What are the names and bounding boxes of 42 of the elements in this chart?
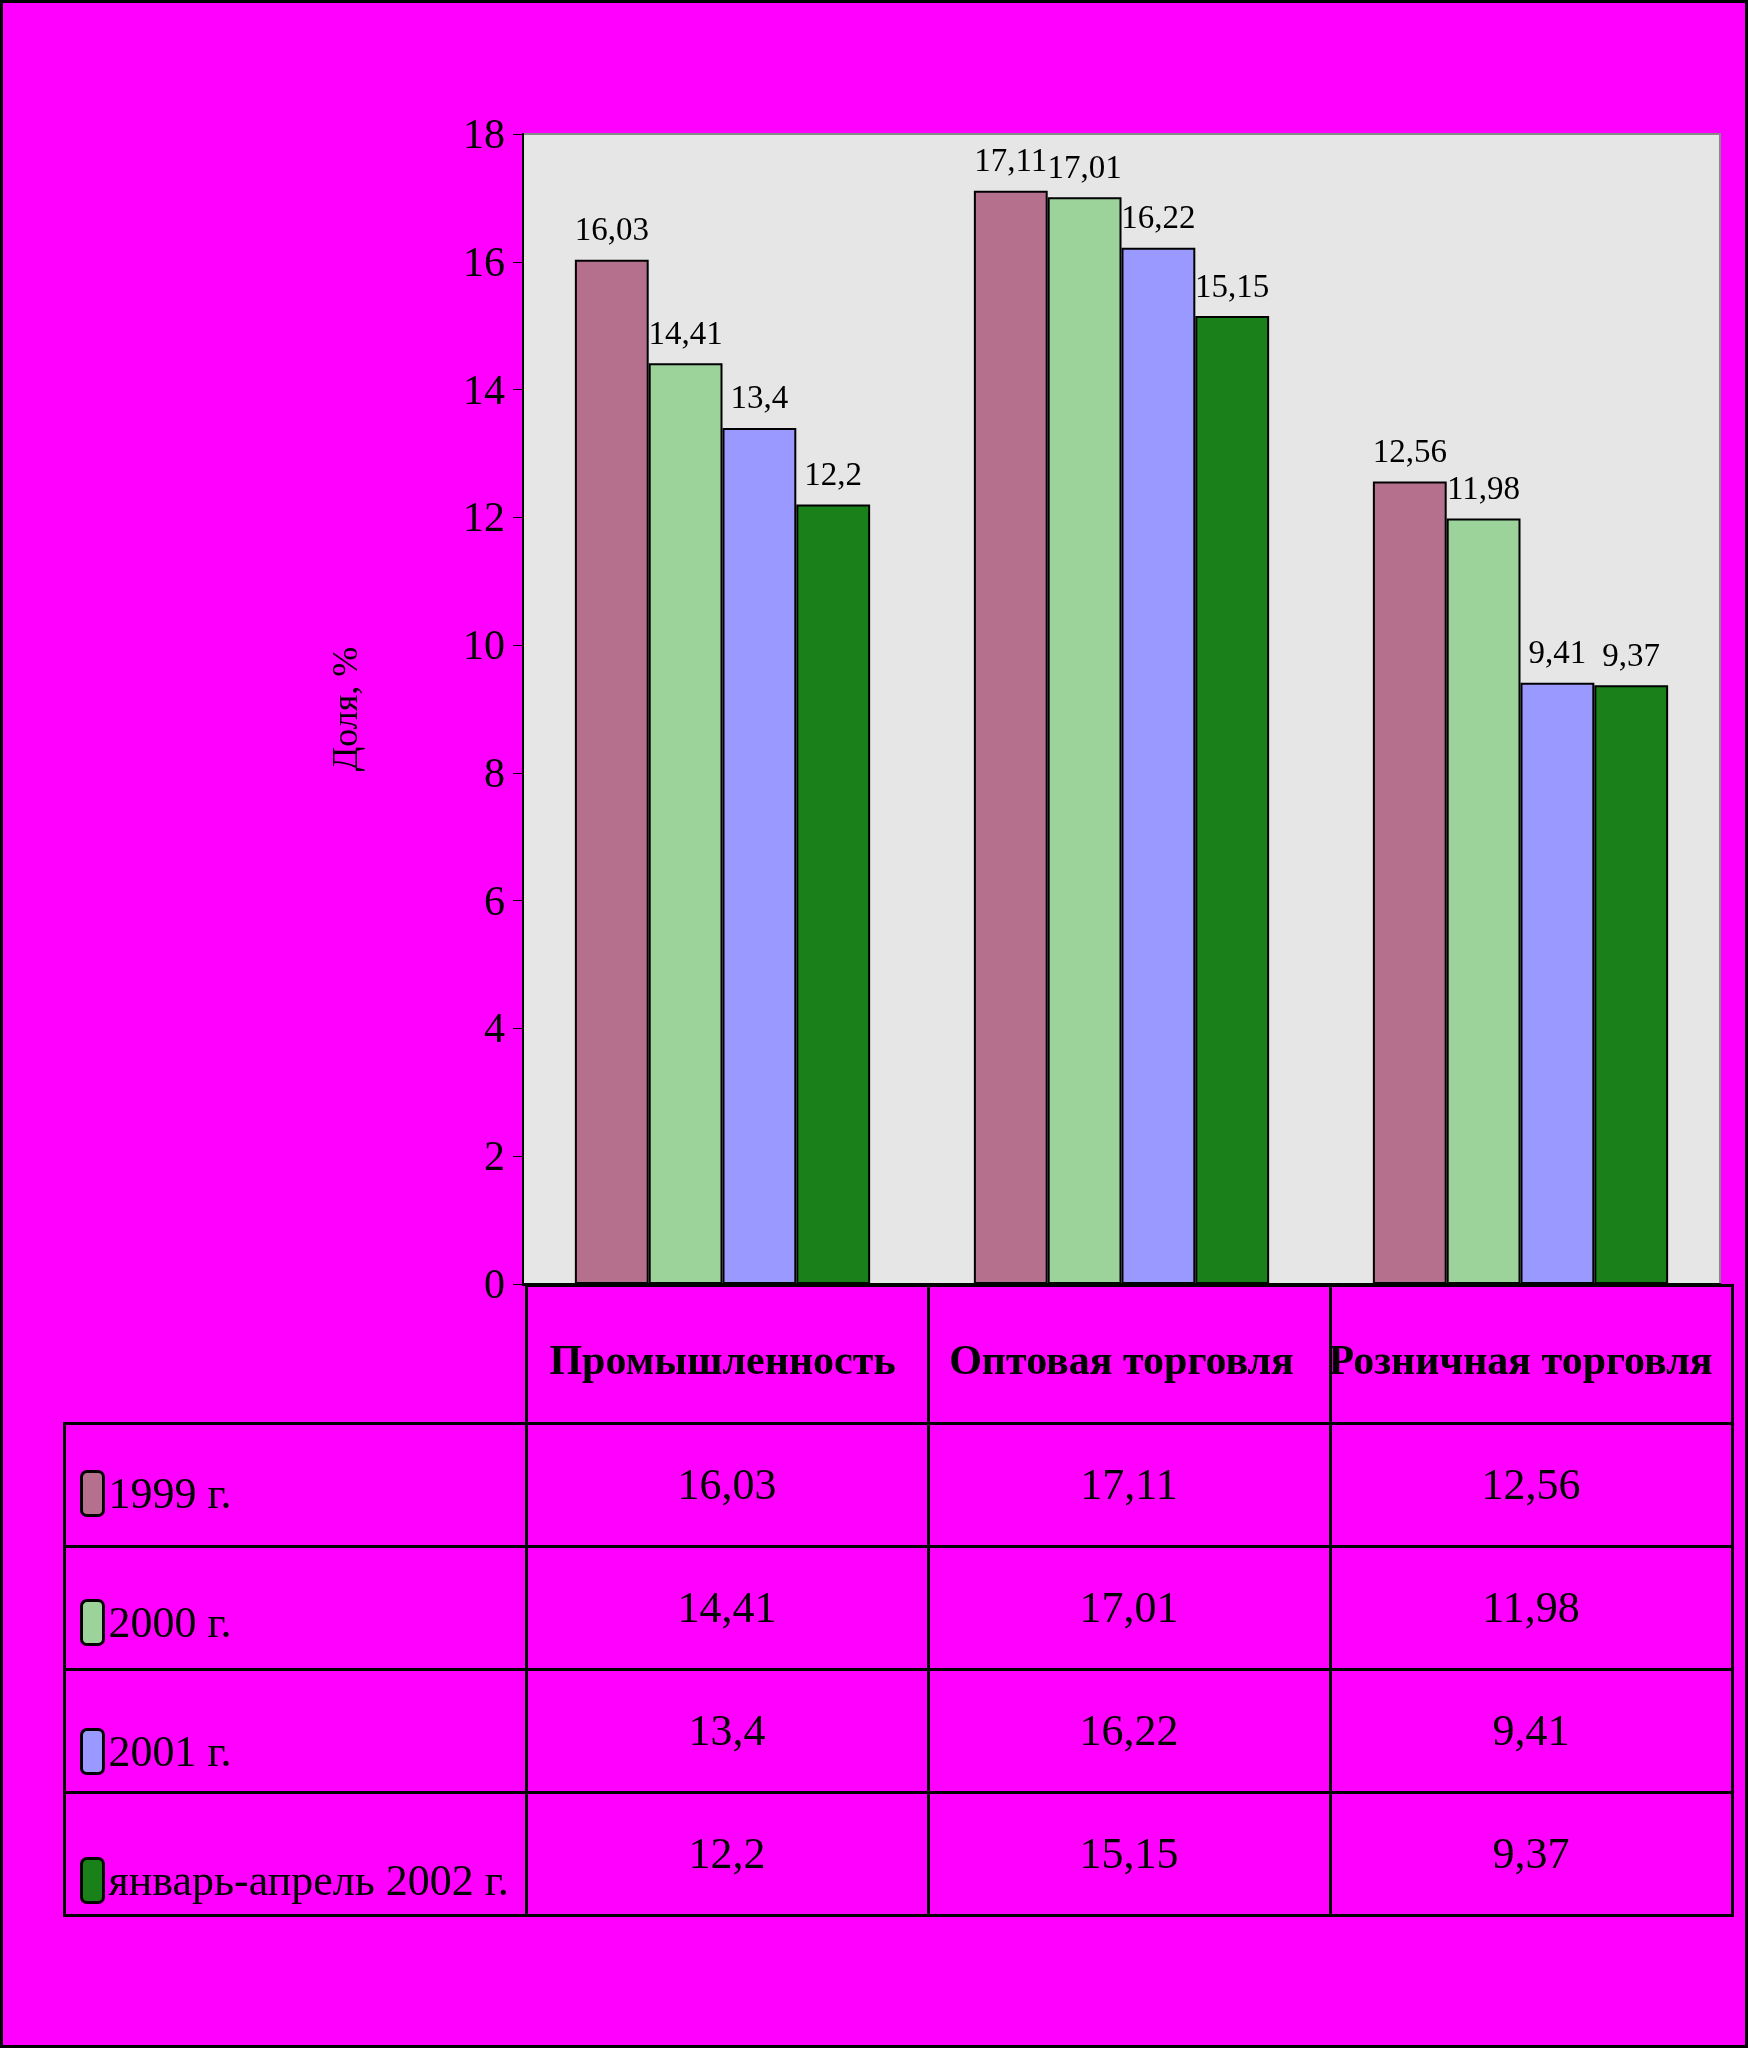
y-tick-label: 6 [484, 877, 505, 924]
data-label: 12,56 [1330, 1423, 1732, 1546]
legend-label: январь-апрель 2002 г. [108, 1856, 509, 1905]
text: 17,01 [1047, 148, 1122, 185]
y-tick-label: 12 [463, 494, 505, 541]
data-label: 16,03 [526, 1423, 928, 1546]
legend-label: 2001 г. [108, 1727, 232, 1776]
text: 16,22 [1121, 199, 1196, 236]
y-tick-label: 8 [484, 749, 505, 796]
data-label: 14,41 [526, 1546, 928, 1669]
text: 9,41 [1528, 634, 1587, 671]
y-tick-label: 10 [463, 622, 505, 669]
y-tick-label: 4 [484, 1005, 505, 1052]
text: 16,03 [574, 211, 649, 248]
legend-label: 2000 г. [108, 1598, 232, 1647]
y-tick-label: 16 [463, 238, 505, 285]
data-label: 16,22 [928, 1669, 1330, 1792]
data-label: 17,01 [928, 1546, 1330, 1669]
text: 12,56 [1372, 433, 1447, 470]
text: 17,11 [974, 142, 1048, 179]
x-tick-label: Розничная торговля [1328, 1337, 1713, 1383]
text: 9,37 [1602, 636, 1661, 673]
data-label: 9,37 [1330, 1792, 1732, 1915]
text: 11,98 [1447, 470, 1521, 507]
legend-label: 1999 г. [108, 1469, 232, 1518]
data-label: 17,11 [928, 1423, 1330, 1546]
y-tick-label: 2 [484, 1133, 505, 1180]
x-tick-label: Промышленность [549, 1337, 896, 1383]
x-tick-label: Оптовая торговля [949, 1337, 1294, 1383]
y-tick-label: 14 [463, 366, 505, 413]
y-axis-title: Доля, % [325, 646, 365, 772]
data-label: 11,98 [1330, 1546, 1732, 1669]
y-tick-label: 18 [463, 111, 505, 157]
text: 15,15 [1195, 267, 1270, 304]
data-label: 13,4 [526, 1669, 928, 1792]
data-label: 15,15 [928, 1792, 1330, 1915]
data-label: 9,41 [1330, 1669, 1732, 1792]
y-tick-label: 0 [484, 1261, 505, 1307]
text: 12,2 [804, 456, 863, 493]
text: 14,41 [648, 314, 723, 351]
data-label: 12,2 [526, 1792, 928, 1915]
text: 13,4 [730, 379, 789, 416]
